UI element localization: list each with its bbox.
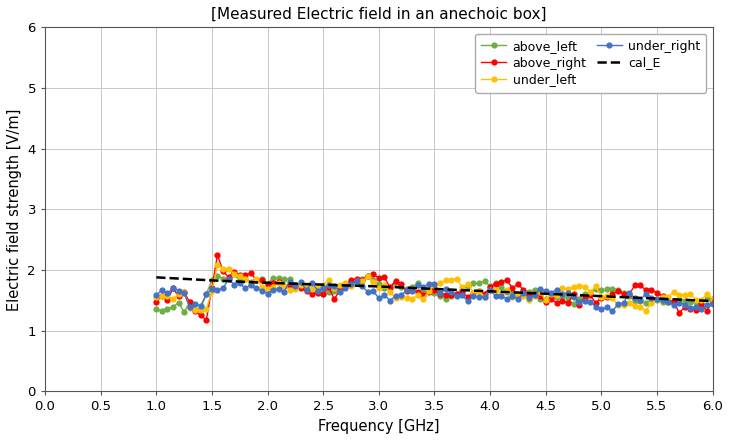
Title: [Measured Electric field in an anechoic box]: [Measured Electric field in an anechoic …	[211, 7, 547, 22]
cal_E	[569, 292, 578, 298]
under_left	[413, 292, 422, 298]
above_left	[152, 306, 161, 312]
under_left	[642, 308, 650, 314]
above_right	[213, 252, 222, 258]
cal_E	[291, 281, 300, 286]
cal_E	[191, 277, 199, 282]
above_right	[497, 279, 506, 284]
Line: under_left: under_left	[153, 262, 715, 314]
under_right	[547, 290, 556, 295]
above_right	[152, 299, 161, 304]
under_left	[213, 262, 222, 267]
Line: under_right: under_right	[153, 276, 715, 314]
under_right	[152, 293, 161, 298]
above_left	[230, 272, 239, 277]
under_right	[608, 308, 617, 314]
above_right	[553, 300, 561, 305]
under_right	[413, 282, 422, 288]
Line: cal_E: cal_E	[156, 277, 712, 301]
above_left	[196, 306, 205, 311]
above_right	[419, 292, 428, 297]
Line: above_right: above_right	[153, 251, 715, 323]
under_left	[708, 296, 717, 301]
X-axis label: Frequency [GHz]: Frequency [GHz]	[318, 419, 439, 434]
under_left	[296, 283, 305, 288]
above_left	[180, 310, 188, 315]
Legend: above_left, above_right, under_left, under_right, cal_E, : above_left, above_right, under_left, und…	[475, 34, 707, 93]
under_left	[547, 291, 556, 296]
cal_E	[152, 275, 161, 280]
under_left	[491, 287, 500, 292]
above_right	[202, 317, 211, 322]
cal_E	[708, 299, 717, 304]
under_right	[224, 276, 233, 281]
above_right	[191, 309, 199, 314]
above_right	[580, 295, 589, 300]
Line: above_left: above_left	[153, 271, 715, 315]
above_left	[419, 287, 428, 292]
cal_E	[485, 289, 494, 294]
under_right	[191, 302, 199, 307]
above_left	[553, 294, 561, 299]
above_left	[497, 284, 506, 290]
under_right	[708, 302, 717, 307]
under_right	[575, 299, 583, 305]
under_left	[152, 294, 161, 299]
cal_E	[542, 291, 550, 296]
above_left	[580, 292, 589, 297]
under_right	[296, 280, 305, 285]
under_right	[491, 293, 500, 299]
above_right	[302, 289, 311, 294]
Y-axis label: Electric field strength [V/m]: Electric field strength [V/m]	[7, 108, 22, 310]
above_right	[708, 297, 717, 302]
under_left	[575, 283, 583, 288]
cal_E	[408, 285, 417, 291]
above_left	[708, 298, 717, 303]
above_left	[302, 288, 311, 293]
under_left	[191, 308, 199, 313]
